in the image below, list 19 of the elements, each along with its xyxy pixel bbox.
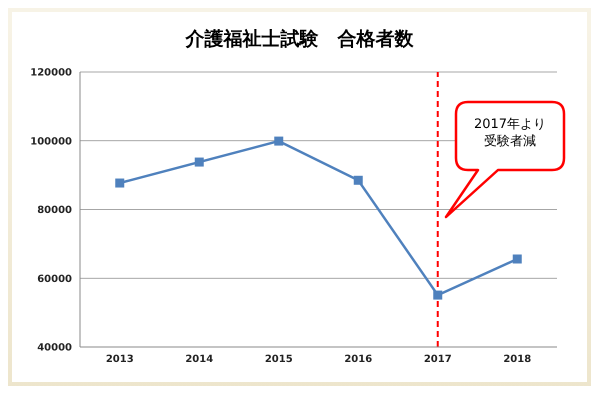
point — [194, 158, 204, 167]
point — [512, 254, 522, 264]
point — [354, 176, 363, 185]
chart-title: 介護福祉士試験 合格者数 — [184, 27, 414, 52]
y-tick-label: 60000 — [37, 274, 72, 285]
y-tick-label: 80000 — [37, 205, 72, 216]
y-tick-label: 100000 — [30, 136, 72, 148]
annotation: 2017年より受験者減 — [472, 116, 548, 150]
y-tick-label: 40000 — [37, 342, 72, 354]
x-tick-label: 2014 — [185, 354, 214, 366]
point — [115, 178, 124, 188]
point — [274, 136, 284, 146]
point — [433, 290, 442, 300]
x-tick-label: 2018 — [503, 354, 532, 366]
x-tick-label: 2013 — [106, 354, 134, 366]
x-tick-label: 2015 — [264, 354, 293, 366]
x-tick-label: 2017 — [424, 354, 452, 366]
x-tick-label: 2016 — [344, 354, 372, 366]
y-tick-label: 120000 — [30, 68, 72, 79]
